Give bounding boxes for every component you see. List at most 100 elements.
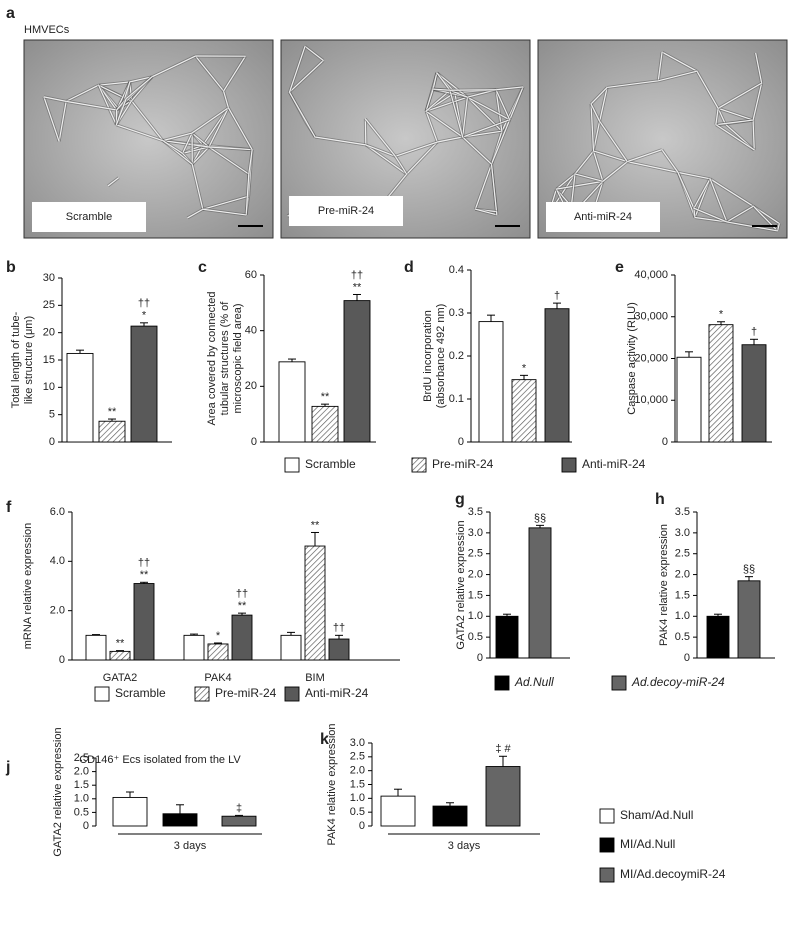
cell-network: [202, 195, 249, 210]
y-tick-label: 2.5: [468, 548, 483, 560]
y-tick-label: 30: [43, 272, 55, 284]
cell-network: [43, 96, 67, 102]
y-tick-label: 0: [59, 654, 65, 666]
y-tick-label: 2.0: [350, 765, 365, 777]
bar: [162, 813, 198, 827]
legend-swatch: [284, 457, 300, 473]
bar: [98, 420, 126, 443]
y-axis-label: GATA2 relative expression: [52, 727, 64, 856]
cell-network: [590, 103, 595, 152]
y-tick-label: 4.0: [50, 555, 65, 567]
cell-network: [658, 70, 698, 82]
cell-network: [490, 164, 498, 215]
cell-network: [556, 173, 576, 190]
y-tick-label: 3.5: [468, 506, 483, 518]
y-tick-label: 0: [49, 436, 55, 448]
cell-network: [116, 124, 164, 142]
bar: [528, 527, 552, 659]
y-tick-label: 20,000: [634, 352, 668, 364]
annotation: **: [311, 519, 320, 531]
legend-swatch: [284, 686, 300, 702]
cell-network: [627, 149, 663, 163]
cell-network: [715, 124, 755, 151]
y-axis-label: like structure (μm): [23, 316, 35, 404]
y-tick-label: 3.0: [350, 737, 365, 749]
cell-network: [474, 163, 493, 210]
panel-letter: j: [5, 759, 10, 776]
y-tick-label: 2.0: [468, 568, 483, 580]
panel-letter: h: [655, 491, 665, 508]
cell-network: [66, 100, 117, 111]
legend-swatch: [599, 867, 615, 883]
annotation: **: [238, 600, 247, 612]
cell-network: [425, 111, 438, 143]
y-tick-label: 2.5: [675, 548, 690, 560]
cell-network: [436, 72, 451, 91]
cell-network: [208, 107, 229, 148]
annotation: **: [321, 391, 330, 403]
y-tick-label: 0: [684, 652, 690, 664]
y-tick-label: 0.4: [449, 264, 464, 276]
cell-network: [425, 110, 463, 138]
bar: [343, 300, 371, 443]
image-caption: Scramble: [66, 211, 112, 223]
annotation: ††: [138, 557, 150, 569]
cell-network: [696, 70, 719, 109]
annotation: ††: [236, 588, 248, 600]
cell-network: [314, 136, 366, 146]
annotation: †: [554, 290, 560, 302]
cell-network: [131, 100, 164, 142]
legend-label: Ad.decoy-miR-24: [631, 675, 725, 689]
y-axis-label: (absorbance 492 nm): [435, 304, 447, 409]
cell-network: [752, 82, 763, 121]
legend-swatch: [411, 457, 427, 473]
panel-letter: g: [455, 491, 465, 508]
y-tick-label: 10,000: [634, 394, 668, 406]
cell-network: [394, 155, 408, 175]
cell-network: [202, 208, 247, 216]
image-caption: Pre-miR-24: [318, 205, 374, 217]
cell-network: [490, 119, 511, 165]
y-tick-label: 0: [458, 436, 464, 448]
cell-network: [436, 72, 468, 98]
cell-network: [602, 161, 628, 182]
annotation: **: [140, 569, 149, 581]
bar: [495, 615, 519, 659]
cell-network: [599, 87, 608, 122]
x-tick-label: BIM: [305, 672, 325, 684]
bar: [207, 643, 229, 661]
cell-network: [191, 164, 204, 210]
annotation: ††: [333, 622, 345, 634]
y-tick-label: 2.5: [74, 752, 89, 764]
cell-network: [208, 146, 250, 175]
cell-network: [129, 76, 153, 83]
cell-network: [661, 149, 679, 173]
caption-box: [546, 202, 660, 232]
cell-network: [709, 178, 754, 207]
bar: [737, 580, 761, 659]
cell-network: [365, 144, 408, 175]
cell-network: [462, 119, 510, 138]
cell-network: [590, 87, 608, 105]
cell-network: [657, 52, 663, 81]
x-tick-label: GATA2: [103, 672, 137, 684]
y-tick-label: 40,000: [634, 269, 668, 281]
annotation: ‡: [236, 802, 242, 814]
cell-network: [425, 89, 451, 112]
bar: [432, 805, 468, 827]
y-axis-label: tubular structures (% of: [219, 301, 231, 416]
y-tick-label: 40: [245, 325, 257, 337]
annotation: **: [108, 406, 117, 418]
caption-box: [289, 196, 403, 226]
cell-network: [475, 208, 497, 216]
panel-letter: d: [404, 259, 414, 276]
y-tick-label: 0: [83, 820, 89, 832]
cell-network: [607, 80, 659, 89]
cell-network: [162, 140, 183, 154]
y-tick-label: 1.5: [350, 778, 365, 790]
y-tick-label: 3.0: [468, 527, 483, 539]
cell-network: [574, 173, 603, 182]
cell-network: [449, 90, 464, 138]
cell-network: [222, 90, 229, 108]
cell-network: [599, 120, 628, 162]
